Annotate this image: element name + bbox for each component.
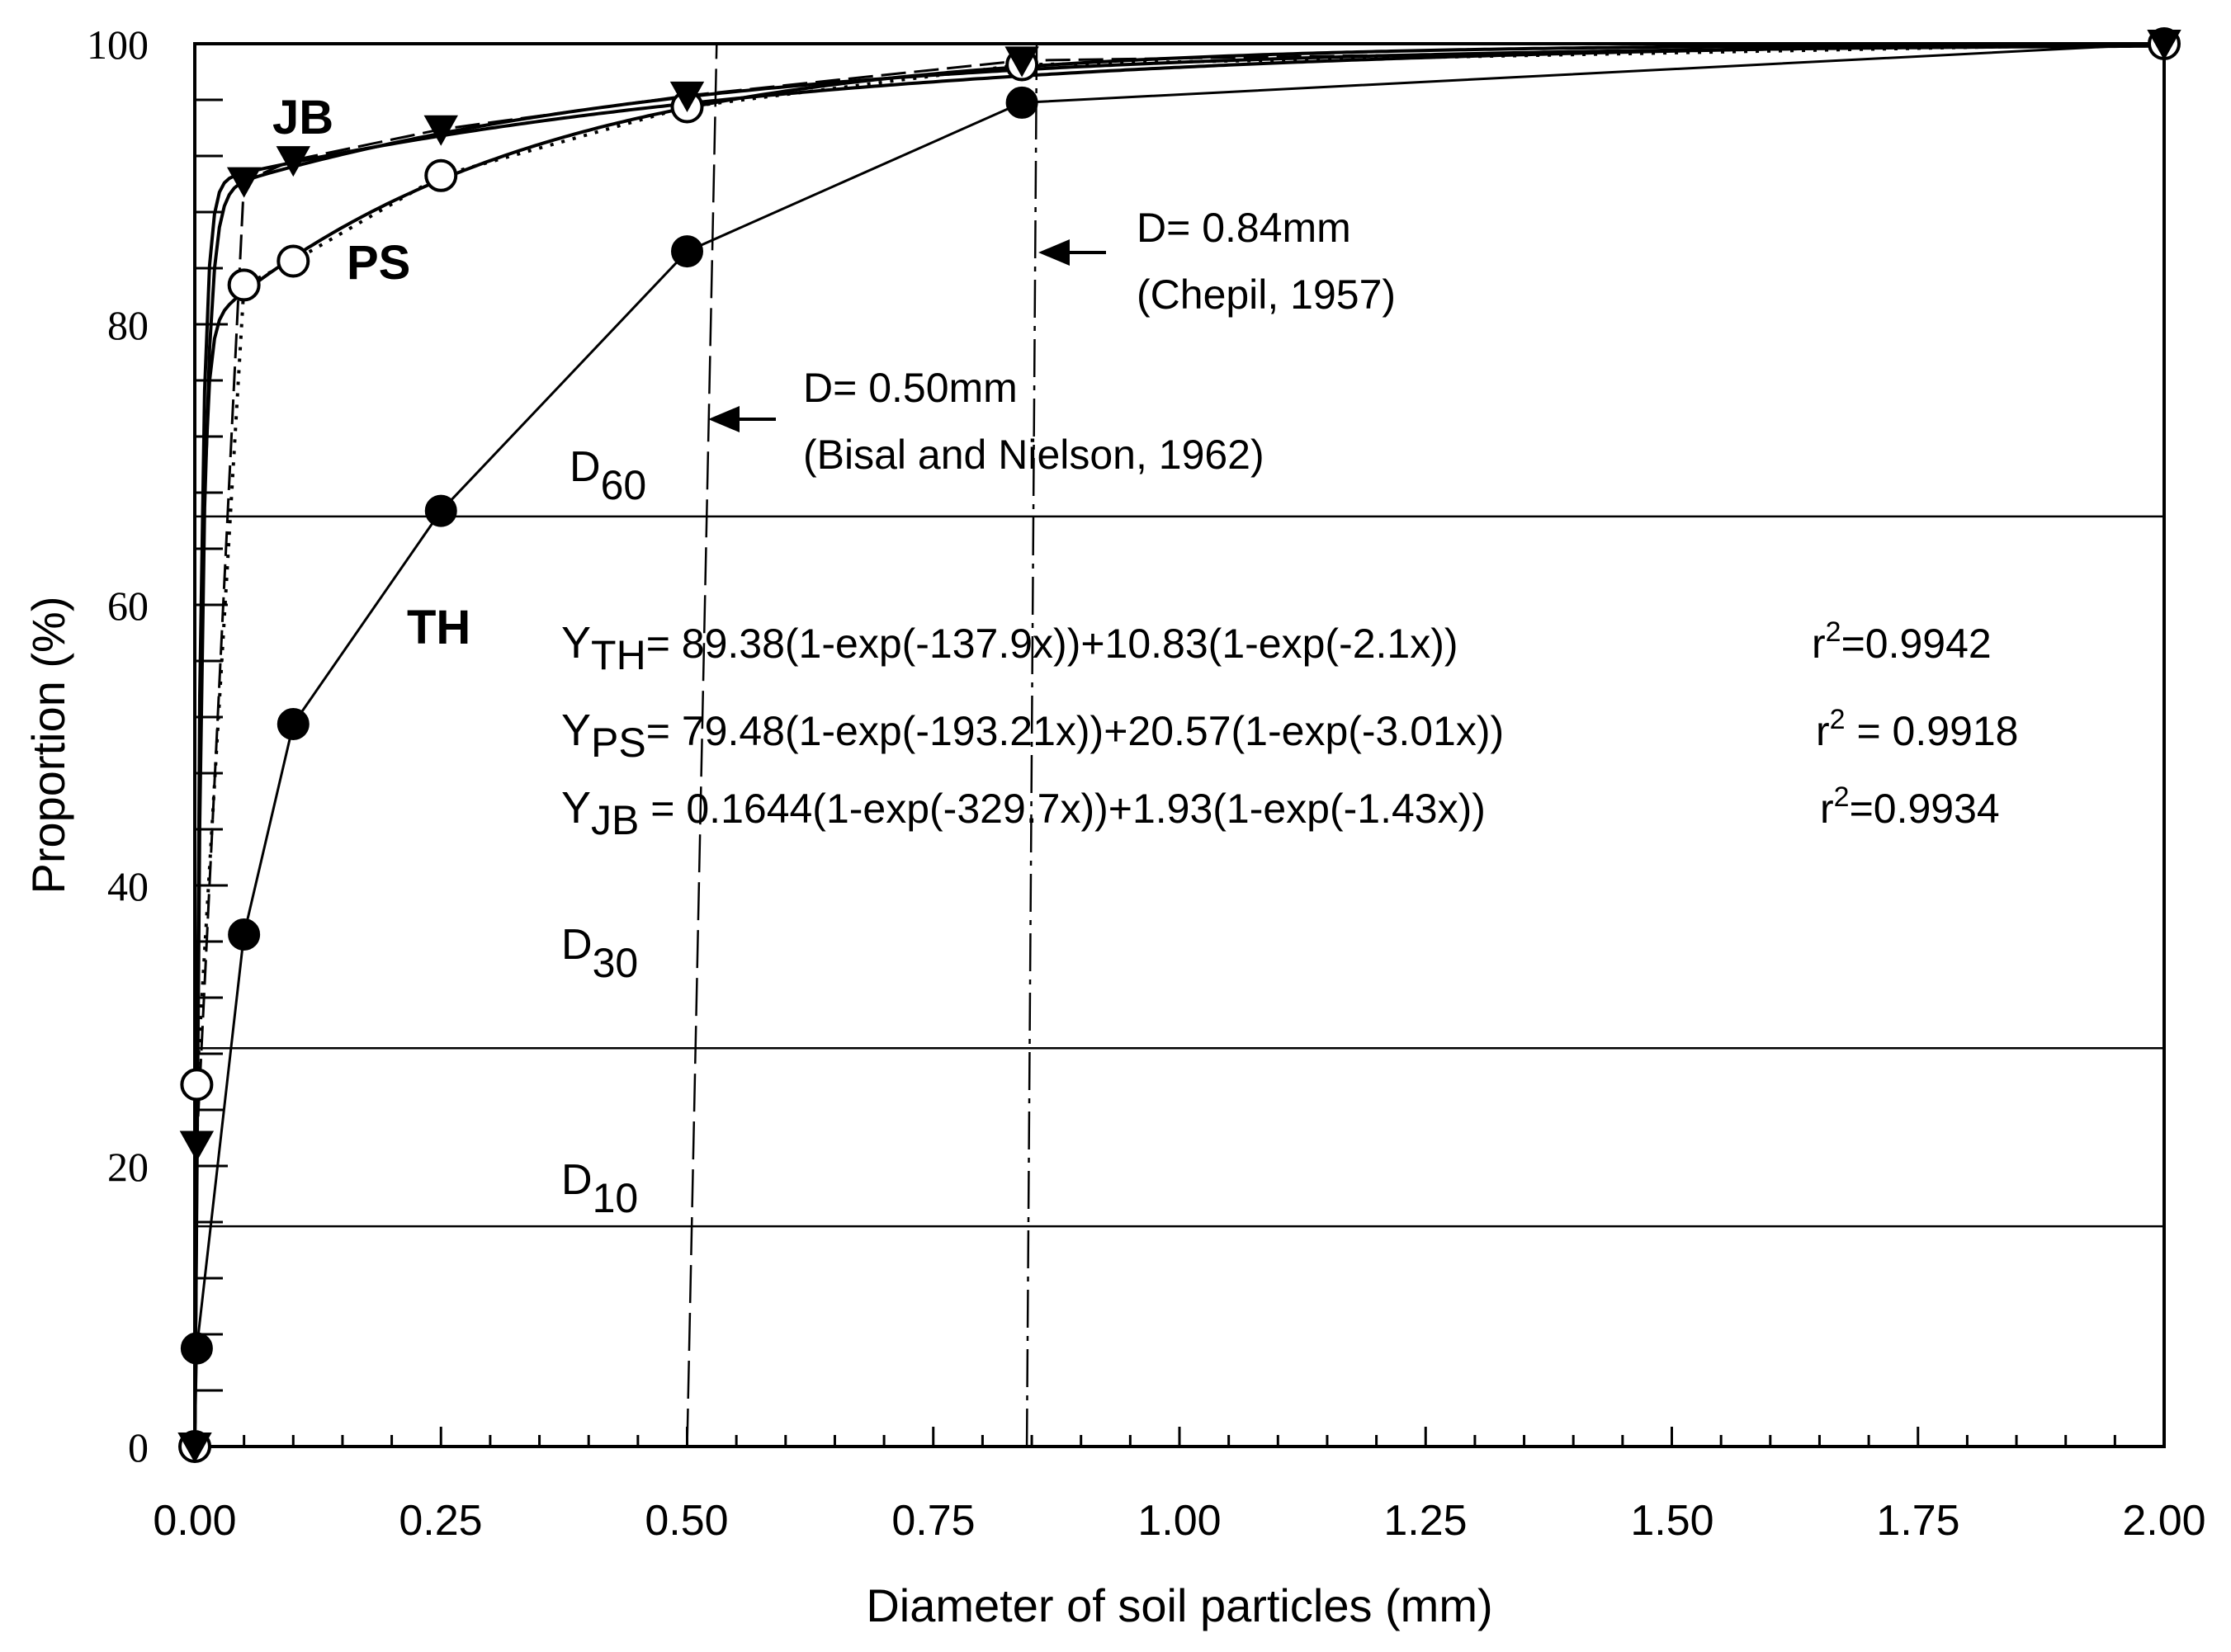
r2-value: =0.9934 (1850, 786, 2000, 832)
data-point-jb (423, 115, 458, 146)
x-tick-label: 1.75 (1876, 1497, 1959, 1545)
equation-subscript: JB (591, 797, 639, 843)
reference-label-main: D (570, 443, 601, 491)
x-tick-label: 0.00 (153, 1497, 236, 1545)
data-point-jb (179, 1130, 215, 1162)
annotation-d084-citation: (Chepil, 1957) (1137, 271, 1396, 318)
reference-label-main: D (561, 921, 593, 969)
reference-label-d30: D30 (561, 921, 638, 986)
data-point-ps (227, 268, 261, 302)
reference-label-sub: 30 (593, 940, 639, 986)
y-tick-label: 80 (107, 302, 149, 348)
arrow-head-d084 (1038, 239, 1070, 266)
equation-rhs: = 79.48(1-exp(-193.21x))+20.57(1-exp(-3.… (646, 708, 1504, 754)
observed-line-th (193, 42, 2165, 1447)
r2-superscript: 2 (1834, 781, 1850, 813)
y-tick-label: 100 (87, 21, 149, 68)
reference-label-sub: 60 (601, 462, 647, 508)
r2-r: r (1812, 621, 1826, 667)
r2-jb: r2=0.9934 (1820, 781, 2000, 832)
reference-label-main: D (561, 1156, 593, 1204)
data-point-jb (2147, 30, 2181, 61)
fit-curve-jb (193, 42, 2165, 1447)
r2-superscript: 2 (1830, 704, 1846, 735)
x-axis-title: Diameter of soil particles (mm) (866, 1579, 1492, 1631)
x-tick-label: 1.50 (1630, 1497, 1713, 1545)
equation-subscript: PS (591, 720, 646, 766)
reference-label-d60: D60 (570, 443, 646, 508)
y-tick-label: 0 (128, 1424, 149, 1470)
x-tick-label: 2.00 (2122, 1497, 2205, 1545)
data-point-th (671, 235, 703, 268)
vertical-markers (686, 43, 1038, 1447)
data-point-th (228, 918, 261, 951)
x-tick-label: 0.25 (399, 1497, 482, 1545)
r2-ps: r2 = 0.9918 (1816, 704, 2019, 754)
data-point-ps (277, 244, 310, 278)
data-point-ps (180, 1068, 214, 1102)
y-tick-labels: 0 20 40 60 80 100 (87, 21, 149, 1470)
r2-value: = 0.9918 (1846, 708, 2019, 754)
x-tick-label: 1.00 (1137, 1497, 1221, 1545)
equation-ps: YPS= 79.48(1-exp(-193.21x))+20.57(1-exp(… (561, 706, 1504, 766)
equation-y: Y (561, 618, 591, 668)
data-point-th (277, 708, 310, 740)
r2-superscript: 2 (1826, 616, 1841, 648)
r2-r: r (1820, 786, 1834, 832)
data-point-jb (177, 1433, 212, 1464)
vertical-line-d050 (686, 43, 718, 1447)
arrow-head-d050 (708, 406, 740, 432)
vertical-marker-annotations: D= 0.50mm (Bisal and Nielson, 1962) D= 0… (803, 205, 1396, 478)
y-tick-label: 40 (107, 863, 149, 909)
series-label-th: TH (407, 601, 470, 654)
equation-subscript: TH (591, 632, 646, 678)
reference-labels: D60 D30 D10 (561, 443, 646, 1221)
fit-equations: YTH= 89.38(1-exp(-137.9x))+10.83(1-exp(-… (561, 616, 2019, 843)
r2-th: r2=0.9942 (1812, 616, 1992, 667)
x-tick-labels: 0.00 0.25 0.50 0.75 1.00 1.25 1.50 1.75 … (153, 1497, 2205, 1545)
annotation-d050-label: D= 0.50mm (803, 365, 1018, 411)
equation-y: Y (561, 783, 591, 833)
r2-r: r (1816, 708, 1830, 754)
data-markers (177, 27, 2181, 1464)
data-point-th (180, 1332, 213, 1365)
reference-label-sub: 10 (593, 1175, 639, 1221)
equation-rhs: = 89.38(1-exp(-137.9x))+10.83(1-exp(-2.1… (646, 621, 1458, 667)
series-label-jb: JB (272, 91, 333, 144)
annotation-d050-citation: (Bisal and Nielson, 1962) (803, 432, 1264, 478)
data-point-jb (276, 146, 311, 177)
y-tick-label: 20 (107, 1144, 149, 1190)
equation-rhs: = 0.1644(1-exp(-329.7x))+1.93(1-exp(-1.4… (639, 786, 1486, 832)
reference-label-d10: D10 (561, 1156, 638, 1221)
x-tick-label: 0.50 (645, 1497, 728, 1545)
data-point-th (1005, 86, 1038, 119)
series-labels: JB PS TH (272, 91, 470, 654)
reference-lines (195, 515, 2164, 1228)
y-tick-label: 60 (107, 583, 149, 629)
data-point-jb (1004, 46, 1039, 78)
equation-jb: YJB = 0.1644(1-exp(-329.7x))+1.93(1-exp(… (561, 783, 1486, 843)
data-point-th (424, 494, 457, 527)
r2-value: =0.9942 (1841, 621, 1992, 667)
x-tick-label: 1.25 (1383, 1497, 1467, 1545)
data-point-jb (669, 81, 705, 112)
fit-curves (193, 42, 2165, 1447)
annotation-arrows (708, 239, 1106, 432)
series-label-ps: PS (347, 236, 410, 290)
x-tick-label: 0.75 (891, 1497, 975, 1545)
observed-line-jb (193, 42, 2165, 1447)
data-point-jb (226, 167, 262, 198)
annotation-d084-label: D= 0.84mm (1137, 205, 1351, 251)
vertical-line-d084 (1025, 43, 1038, 1447)
data-point-ps (424, 158, 458, 192)
y-axis-title: Proportion (%) (22, 596, 74, 894)
equation-y: Y (561, 706, 591, 755)
equation-th: YTH= 89.38(1-exp(-137.9x))+10.83(1-exp(-… (561, 618, 1458, 678)
